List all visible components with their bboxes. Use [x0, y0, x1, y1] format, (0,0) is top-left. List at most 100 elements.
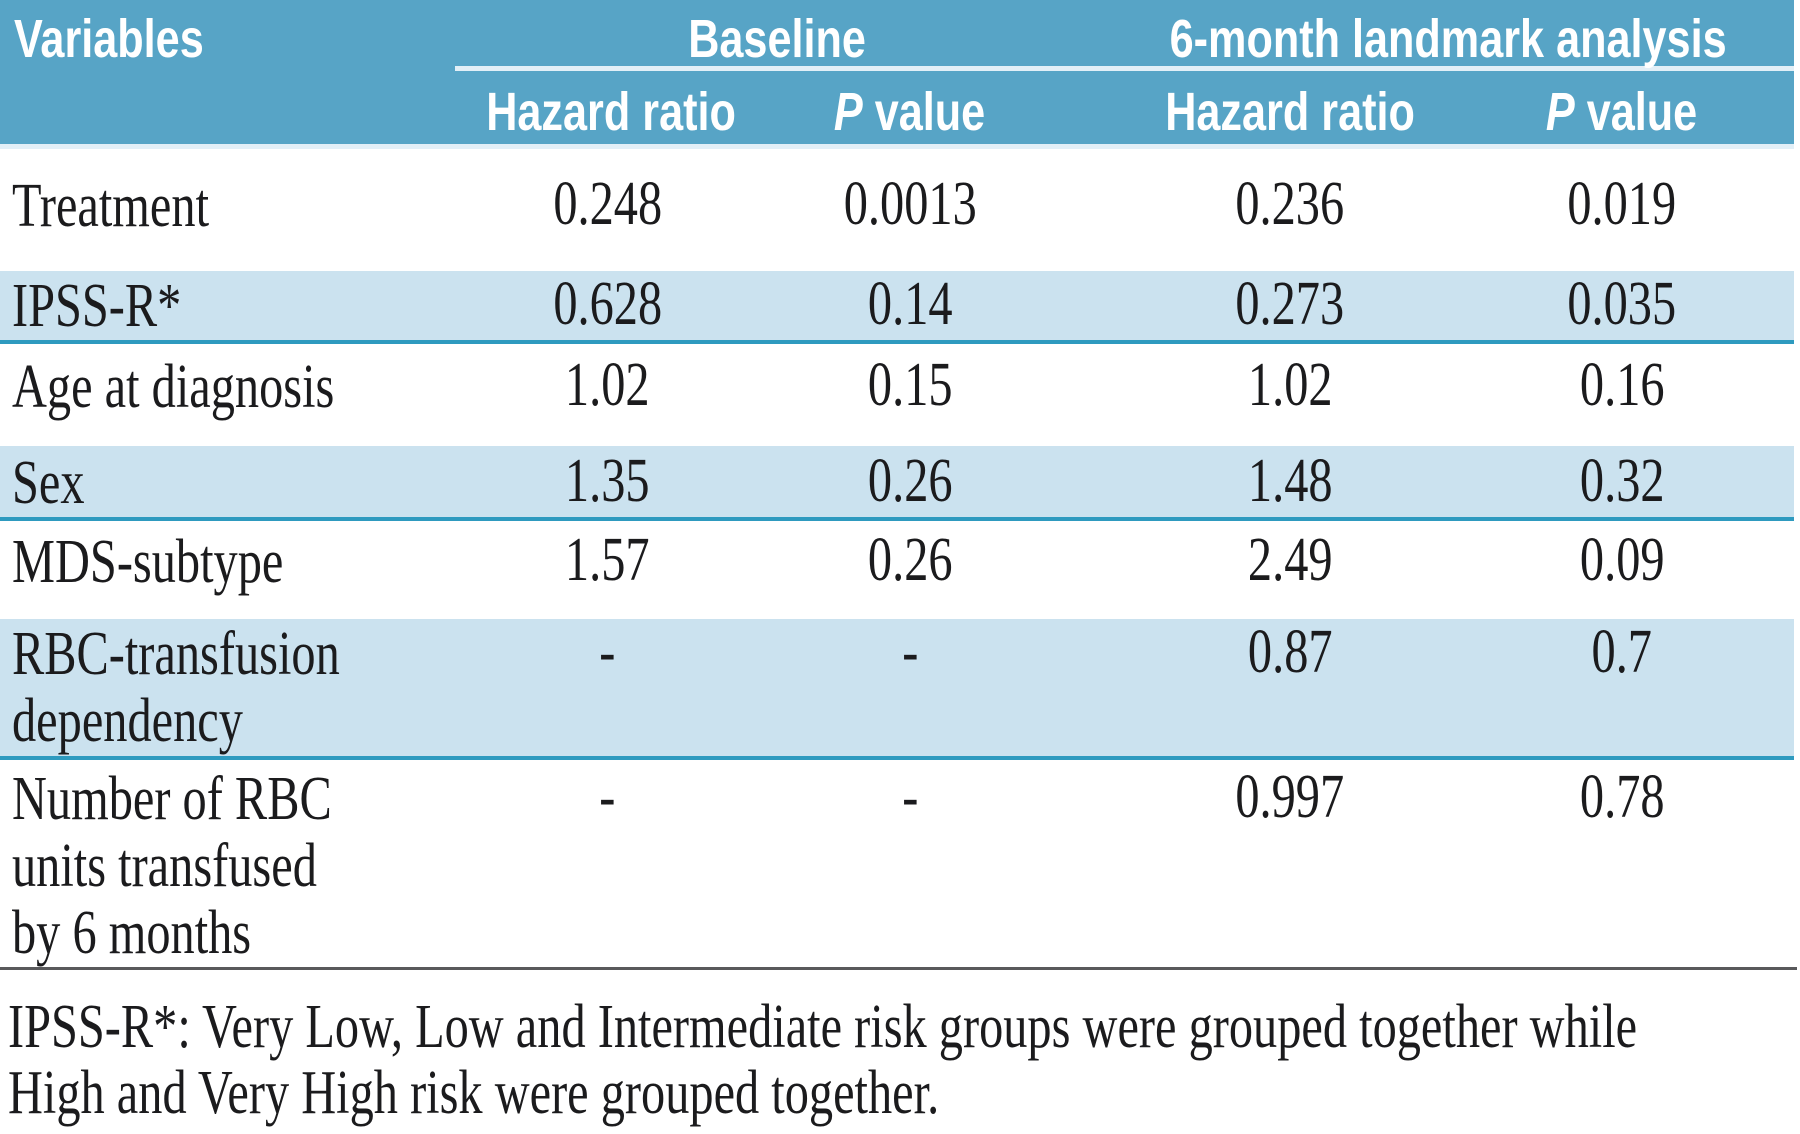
variables-label: Variables	[14, 9, 204, 69]
table-row: Sex 1.35 0.26 1.48 0.32	[0, 445, 1795, 521]
value: 0.0013	[843, 170, 977, 238]
footnote: IPSS-R*: Very Low, Low and Intermediate …	[0, 994, 1800, 1126]
value: 0.019	[1567, 170, 1677, 238]
table-row: IPSS-R* 0.628 0.14 0.273 0.035	[0, 269, 1795, 344]
value: 0.273	[1235, 269, 1345, 338]
landmark-group-label: 6-month landmark analysis	[1169, 9, 1727, 69]
p-symbol: P	[834, 82, 864, 142]
hazard-ratio-label: Hazard ratio	[1165, 82, 1415, 142]
baseline-p-cell: 0.0013	[760, 147, 1060, 271]
variable-name: RBC-transfusion dependency	[12, 619, 340, 755]
landmark-p-value-header: P value	[1520, 68, 1795, 149]
table-body: Treatment 0.248 0.0013 0.236 0.019 IPSS-…	[0, 147, 1795, 967]
p-symbol: P	[1546, 82, 1576, 142]
landmark-hr-cell: 1.48	[1060, 445, 1520, 521]
landmark-hr-cell: 0.87	[1060, 617, 1520, 760]
variable-name: IPSS-R*	[12, 271, 182, 340]
variable-cell: MDS-subtype	[0, 519, 455, 619]
value: 0.248	[553, 170, 662, 238]
landmark-p-cell: 0.7	[1520, 617, 1795, 760]
value: 0.035	[1567, 269, 1677, 338]
table-row: Number of RBC units transfused by 6 mont…	[0, 758, 1794, 967]
value: 1.57	[565, 525, 650, 594]
landmark-hr-cell: 0.997	[1060, 758, 1520, 967]
value: 0.628	[553, 269, 662, 338]
value: 0.26	[867, 446, 953, 515]
baseline-hazard-ratio-header: Hazard ratio	[455, 68, 760, 149]
value: -	[901, 762, 919, 831]
value: 1.02	[565, 350, 650, 419]
landmark-p-cell: 0.78	[1520, 758, 1794, 967]
baseline-hr-cell: 0.628	[455, 269, 760, 344]
variable-name: Number of RBC units transfused by 6 mont…	[12, 764, 332, 967]
baseline-hr-cell: 1.02	[455, 342, 760, 446]
variable-name: MDS-subtype	[12, 527, 284, 596]
landmark-p-cell: 0.32	[1520, 445, 1795, 521]
baseline-hr-cell: 1.57	[455, 519, 760, 619]
variable-name: Treatment	[12, 172, 210, 240]
baseline-hr-cell: 0.248	[455, 147, 760, 271]
value: 0.15	[867, 350, 953, 419]
baseline-p-value-header: P value	[760, 68, 1060, 149]
baseline-hr-cell: 1.35	[455, 445, 760, 521]
baseline-hr-cell: -	[455, 618, 760, 760]
landmark-group-header: 6-month landmark analysis	[1060, 0, 1795, 71]
value: 0.78	[1579, 762, 1665, 831]
value: 0.7	[1591, 617, 1653, 686]
variable-cell: Number of RBC units transfused by 6 mont…	[0, 758, 455, 967]
variable-cell: Age at diagnosis	[0, 342, 455, 446]
value: 0.26	[867, 525, 953, 594]
footnote-divider-line	[0, 966, 1797, 970]
baseline-p-cell: -	[760, 758, 1060, 967]
value: 0.997	[1235, 762, 1345, 831]
landmark-hazard-ratio-header: Hazard ratio	[1060, 68, 1520, 149]
baseline-p-cell: 0.26	[760, 445, 1060, 521]
baseline-group-label: Baseline	[688, 9, 867, 69]
landmark-p-cell: 0.035	[1520, 269, 1795, 344]
baseline-p-cell: -	[760, 617, 1060, 760]
table-row: RBC-transfusion dependency - - 0.87 0.7	[0, 617, 1795, 760]
table-row: Treatment 0.248 0.0013 0.236 0.019	[0, 147, 1794, 271]
table-row: Age at diagnosis 1.02 0.15 1.02 0.16	[0, 342, 1794, 446]
table-header: Variables Baseline 6-month landmark anal…	[0, 0, 1795, 149]
value: 1.35	[565, 446, 650, 515]
value: 0.87	[1247, 617, 1333, 686]
p-value-rest: value	[1575, 82, 1698, 142]
baseline-group-header: Baseline	[455, 0, 1060, 71]
landmark-hr-cell: 0.273	[1060, 269, 1520, 344]
variable-cell: Sex	[0, 445, 455, 521]
value: 0.236	[1235, 170, 1345, 238]
value: 0.09	[1579, 525, 1665, 594]
value: 2.49	[1247, 525, 1333, 594]
value: 0.16	[1579, 350, 1665, 419]
p-value-rest: value	[863, 82, 986, 142]
variable-name: Age at diagnosis	[12, 352, 335, 421]
value: -	[901, 617, 919, 686]
baseline-p-cell: 0.26	[760, 519, 1060, 619]
variable-cell: Treatment	[0, 147, 455, 271]
variable-cell: IPSS-R*	[0, 270, 455, 344]
footnote-text: IPSS-R*: Very Low, Low and Intermediate …	[8, 992, 1638, 1127]
header-row-groups: Variables Baseline 6-month landmark anal…	[0, 0, 1795, 149]
variables-column-header: Variables	[0, 0, 455, 149]
baseline-p-cell: 0.15	[760, 342, 1060, 446]
landmark-hr-cell: 1.02	[1060, 342, 1520, 446]
landmark-p-cell: 0.16	[1520, 342, 1794, 446]
value: -	[599, 762, 616, 831]
landmark-hr-cell: 0.236	[1060, 147, 1520, 271]
landmark-p-cell: 0.09	[1520, 519, 1794, 619]
p-value-label: P value	[834, 85, 985, 139]
landmark-p-cell: 0.019	[1520, 147, 1794, 271]
hazard-ratio-label: Hazard ratio	[486, 82, 736, 142]
value: 1.02	[1247, 350, 1333, 419]
variable-cell: RBC-transfusion dependency	[0, 618, 455, 760]
p-value-label: P value	[1546, 85, 1697, 139]
header-row-subcolumns: Hazard ratio P value Hazard ratio P valu…	[0, 68, 1795, 149]
value: 0.14	[867, 269, 953, 338]
value: 0.32	[1579, 446, 1665, 515]
results-table: Variables Baseline 6-month landmark anal…	[0, 0, 1795, 967]
landmark-hr-cell: 2.49	[1060, 519, 1520, 619]
baseline-p-cell: 0.14	[760, 269, 1060, 344]
table-row: MDS-subtype 1.57 0.26 2.49 0.09	[0, 519, 1794, 619]
